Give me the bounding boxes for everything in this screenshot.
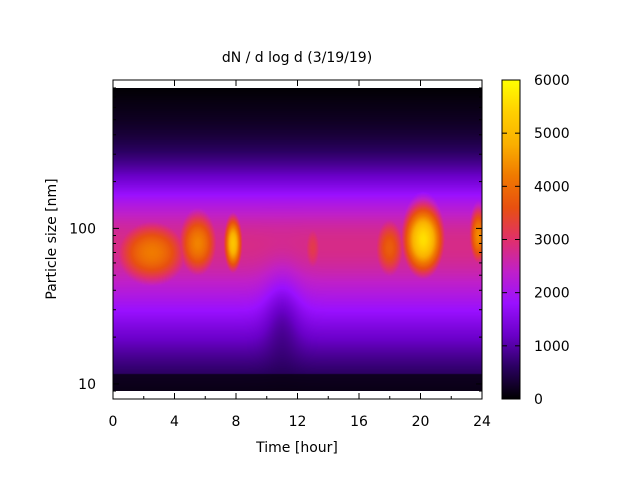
y-tick-label: 10 — [78, 377, 96, 393]
y-axis-label: Particle size [nm] — [44, 178, 60, 299]
x-tick-label: 20 — [412, 414, 430, 430]
y-tick-label: 100 — [69, 221, 96, 237]
colorbar-tick-label: 3000 — [534, 233, 570, 249]
colorbar-gradient — [502, 80, 520, 399]
y-axis: 10 100 — [69, 79, 482, 400]
colorbar-tick-label: 5000 — [534, 126, 570, 142]
x-axis-label: Time [hour] — [255, 440, 338, 456]
colorbar-tick-label: 0 — [534, 392, 543, 408]
x-tick-label: 24 — [473, 414, 491, 430]
chart-title: dN / d log d (3/19/19) — [222, 50, 372, 66]
colorbar-tick-label: 2000 — [534, 286, 570, 302]
x-axis: 0 4 8 12 16 20 24 — [109, 80, 491, 430]
x-tick-label: 16 — [350, 414, 368, 430]
x-tick-label: 0 — [109, 414, 118, 430]
heatmap-image — [113, 88, 482, 391]
x-tick-label: 4 — [170, 414, 179, 430]
colorbar-axis: 0 1000 2000 3000 4000 5000 6000 — [502, 73, 570, 408]
x-tick-label: 12 — [289, 414, 307, 430]
colorbar-tick-label: 1000 — [534, 339, 570, 355]
colorbar-tick-label: 4000 — [534, 179, 570, 195]
x-tick-label: 8 — [232, 414, 241, 430]
colorbar-tick-label: 6000 — [534, 73, 570, 89]
